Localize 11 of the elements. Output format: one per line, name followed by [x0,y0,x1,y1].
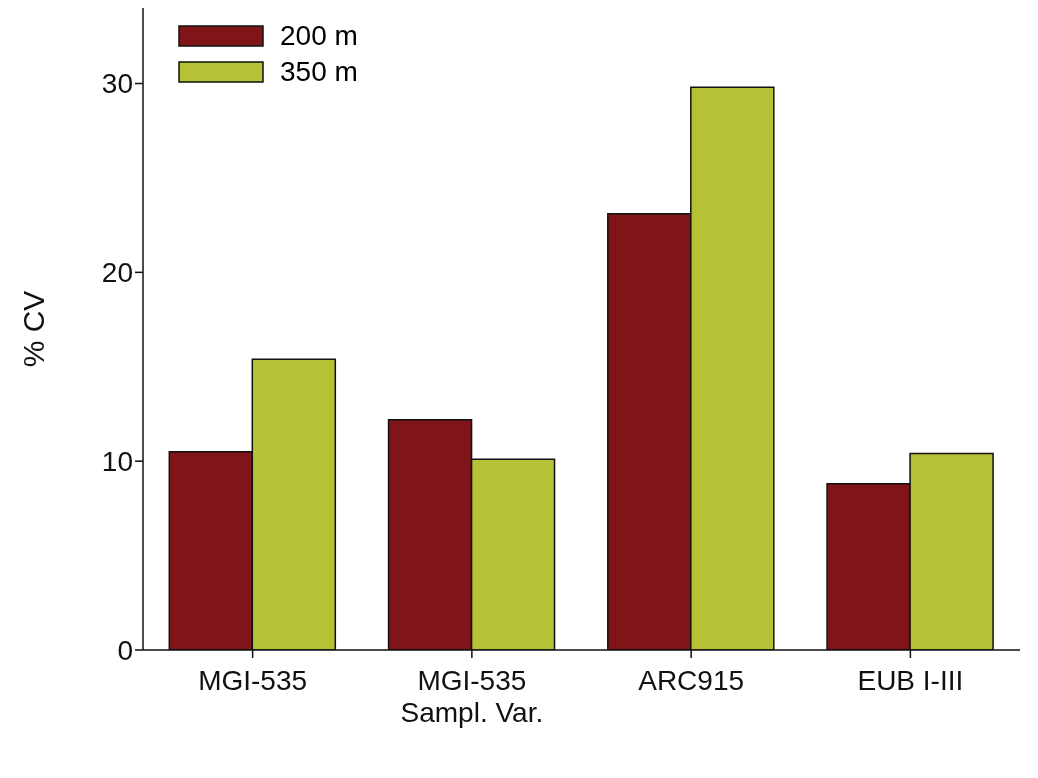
y-tick-label: 30 [101,68,133,100]
y-tick-label: 0 [117,634,133,666]
legend-label: 200 m [280,20,358,52]
x-tick-label: MGI-535 [198,665,308,696]
y-tick-label: 20 [101,257,133,289]
y-axis-title: % CV [16,290,50,368]
legend-label: 350 m [280,56,358,88]
x-tick-label: ARC915 [638,665,745,696]
x-tick-label: EUB I-III [857,665,964,696]
y-tick-label: 10 [101,446,133,478]
x-tick-label: MGI-535 Sampl. Var. [400,665,544,728]
